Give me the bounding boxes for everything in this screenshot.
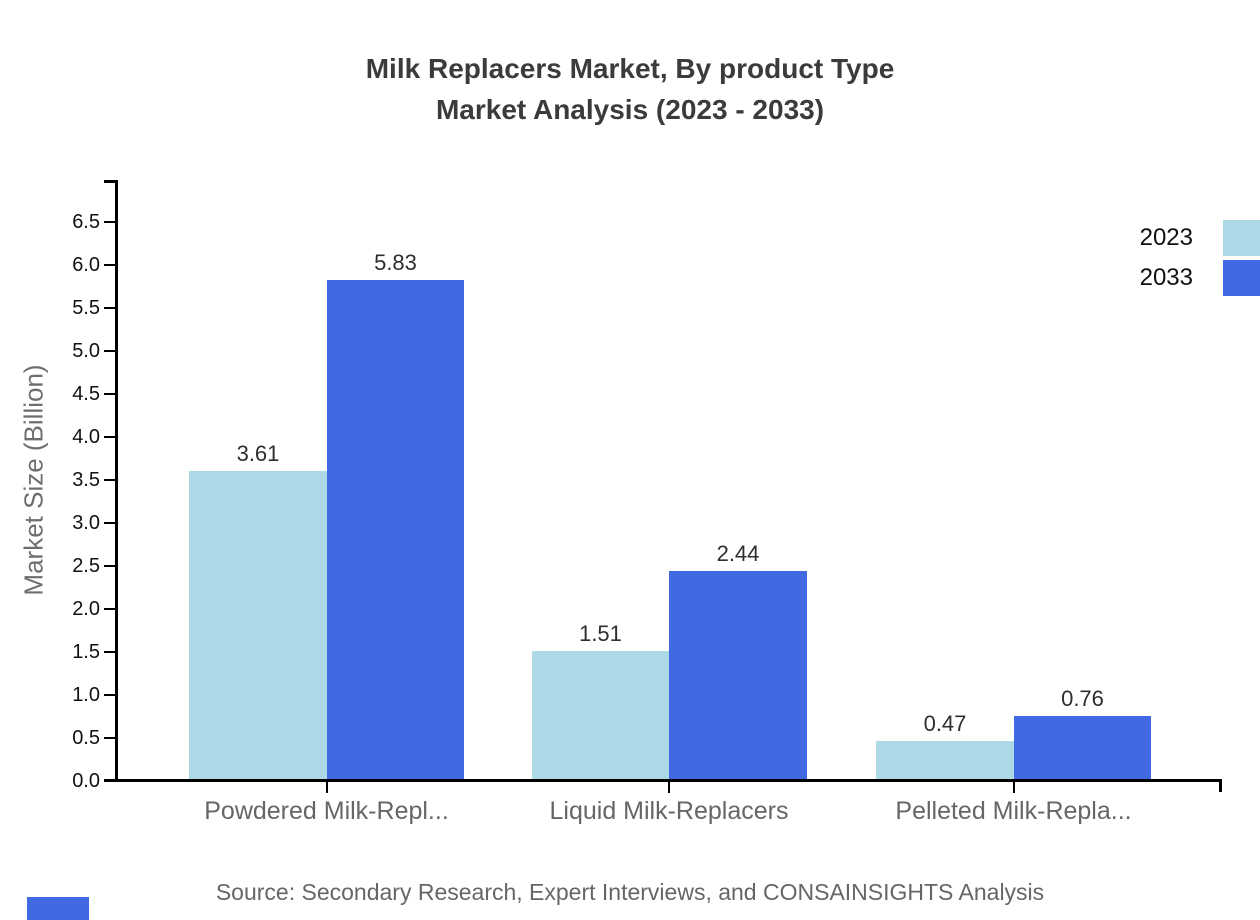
legend-item-2023[interactable]: 2023 xyxy=(1140,220,1260,256)
y-tick-mark xyxy=(104,350,117,352)
y-tick-mark xyxy=(104,737,117,739)
y-tick-label: 0.0 xyxy=(72,770,100,792)
legend-swatch-2023 xyxy=(1223,220,1260,256)
bar-2033-cat0 xyxy=(326,279,464,781)
y-tick-label: 2.5 xyxy=(72,555,100,577)
y-tick-mark xyxy=(104,436,117,438)
y-tick-label: 6.0 xyxy=(72,254,100,276)
y-tick-label: 4.0 xyxy=(72,426,100,448)
x-tick-mark xyxy=(668,782,670,793)
legend-item-2033[interactable]: 2033 xyxy=(1140,260,1260,296)
y-axis-top-cap xyxy=(104,180,118,183)
y-tick-label: 2.0 xyxy=(72,598,100,620)
y-tick-label: 3.0 xyxy=(72,512,100,534)
x-axis-spine xyxy=(104,779,1222,782)
y-tick-label: 1.5 xyxy=(72,641,100,663)
bar-2033-cat1 xyxy=(669,571,807,781)
chart-title: Milk Replacers Market, By product Type M… xyxy=(0,48,1260,130)
y-tick-mark xyxy=(104,393,117,395)
x-category-label: Pelleted Milk-Repla... xyxy=(895,797,1132,825)
y-tick-mark xyxy=(104,221,117,223)
x-category-label: Liquid Milk-Replacers xyxy=(549,797,789,825)
watermark-logo xyxy=(27,897,89,920)
y-tick-mark xyxy=(104,608,117,610)
bar-value-label: 0.47 xyxy=(923,710,967,736)
bar-2023-cat2 xyxy=(876,740,1014,781)
y-axis-spine xyxy=(115,180,118,782)
bar-value-label: 0.76 xyxy=(1061,685,1104,711)
y-tick-mark xyxy=(104,565,117,567)
bar-value-label: 3.61 xyxy=(236,440,280,466)
bar-value-label: 2.44 xyxy=(716,541,760,567)
source-note: Source: Secondary Research, Expert Inter… xyxy=(215,879,1045,905)
bar-value-label: 1.51 xyxy=(579,621,622,647)
legend-label-2033: 2033 xyxy=(1139,264,1193,291)
y-tick-label: 1.0 xyxy=(72,684,100,706)
y-tick-mark xyxy=(104,522,117,524)
y-tick-label: 6.5 xyxy=(72,211,100,233)
y-tick-mark xyxy=(104,307,117,309)
chart-title-line2: Market Analysis (2023 - 2033) xyxy=(435,94,825,125)
y-tick-mark xyxy=(104,651,117,653)
x-axis-end-cap xyxy=(1219,779,1222,792)
bar-2023-cat1 xyxy=(531,651,669,781)
chart-legend: 2023 2033 xyxy=(1140,220,1260,300)
y-tick-label: 4.5 xyxy=(72,383,100,405)
bar-2033-cat2 xyxy=(1013,715,1151,781)
y-tick-label: 5.5 xyxy=(72,297,100,319)
x-tick-mark xyxy=(325,782,328,793)
x-tick-mark xyxy=(1012,782,1015,793)
y-tick-label: 5.0 xyxy=(72,340,100,362)
legend-swatch-2033 xyxy=(1223,260,1260,296)
bar-value-label: 5.83 xyxy=(374,249,417,275)
chart-title-line1: Milk Replacers Market, By product Type xyxy=(365,53,895,84)
y-tick-label: 0.5 xyxy=(72,727,100,749)
y-tick-mark xyxy=(104,264,117,266)
legend-label-2023: 2023 xyxy=(1139,224,1193,251)
y-tick-label: 3.5 xyxy=(72,469,100,491)
y-tick-mark xyxy=(104,479,117,481)
y-tick-mark xyxy=(104,694,117,696)
bar-2023-cat0 xyxy=(189,470,327,781)
x-category-label: Powdered Milk-Repl... xyxy=(204,797,449,825)
